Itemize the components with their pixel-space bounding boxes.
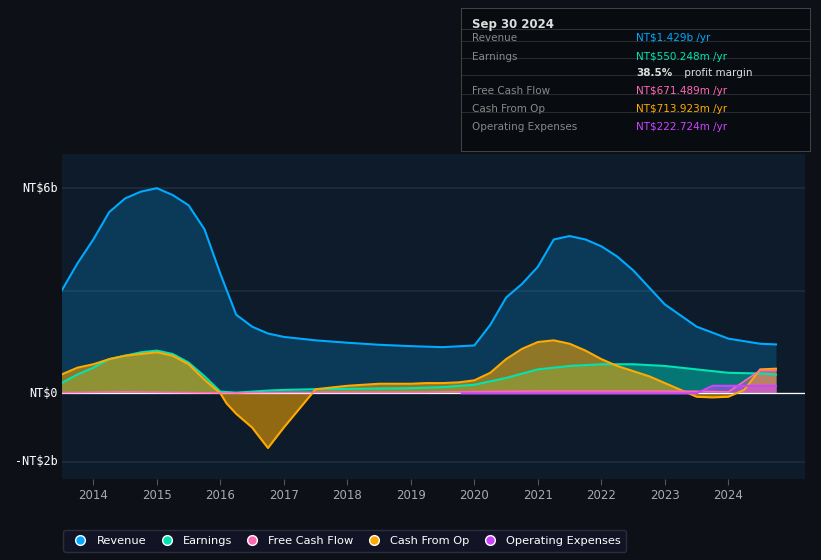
Text: NT$671.489m /yr: NT$671.489m /yr [636, 86, 727, 96]
Text: Sep 30 2024: Sep 30 2024 [472, 18, 554, 31]
Text: profit margin: profit margin [681, 68, 753, 78]
Text: Earnings: Earnings [472, 52, 517, 62]
Text: NT$1.429b /yr: NT$1.429b /yr [636, 32, 710, 43]
Text: Revenue: Revenue [472, 32, 517, 43]
Text: NT$550.248m /yr: NT$550.248m /yr [636, 52, 727, 62]
Text: Cash From Op: Cash From Op [472, 104, 545, 114]
Legend: Revenue, Earnings, Free Cash Flow, Cash From Op, Operating Expenses: Revenue, Earnings, Free Cash Flow, Cash … [63, 530, 626, 552]
Text: 38.5%: 38.5% [636, 68, 672, 78]
Text: NT$6b: NT$6b [22, 181, 57, 195]
Text: NT$0: NT$0 [30, 387, 57, 400]
Text: NT$713.923m /yr: NT$713.923m /yr [636, 104, 727, 114]
Text: Operating Expenses: Operating Expenses [472, 122, 577, 132]
Text: NT$222.724m /yr: NT$222.724m /yr [636, 122, 727, 132]
Text: Free Cash Flow: Free Cash Flow [472, 86, 550, 96]
Text: -NT$2b: -NT$2b [15, 455, 57, 468]
